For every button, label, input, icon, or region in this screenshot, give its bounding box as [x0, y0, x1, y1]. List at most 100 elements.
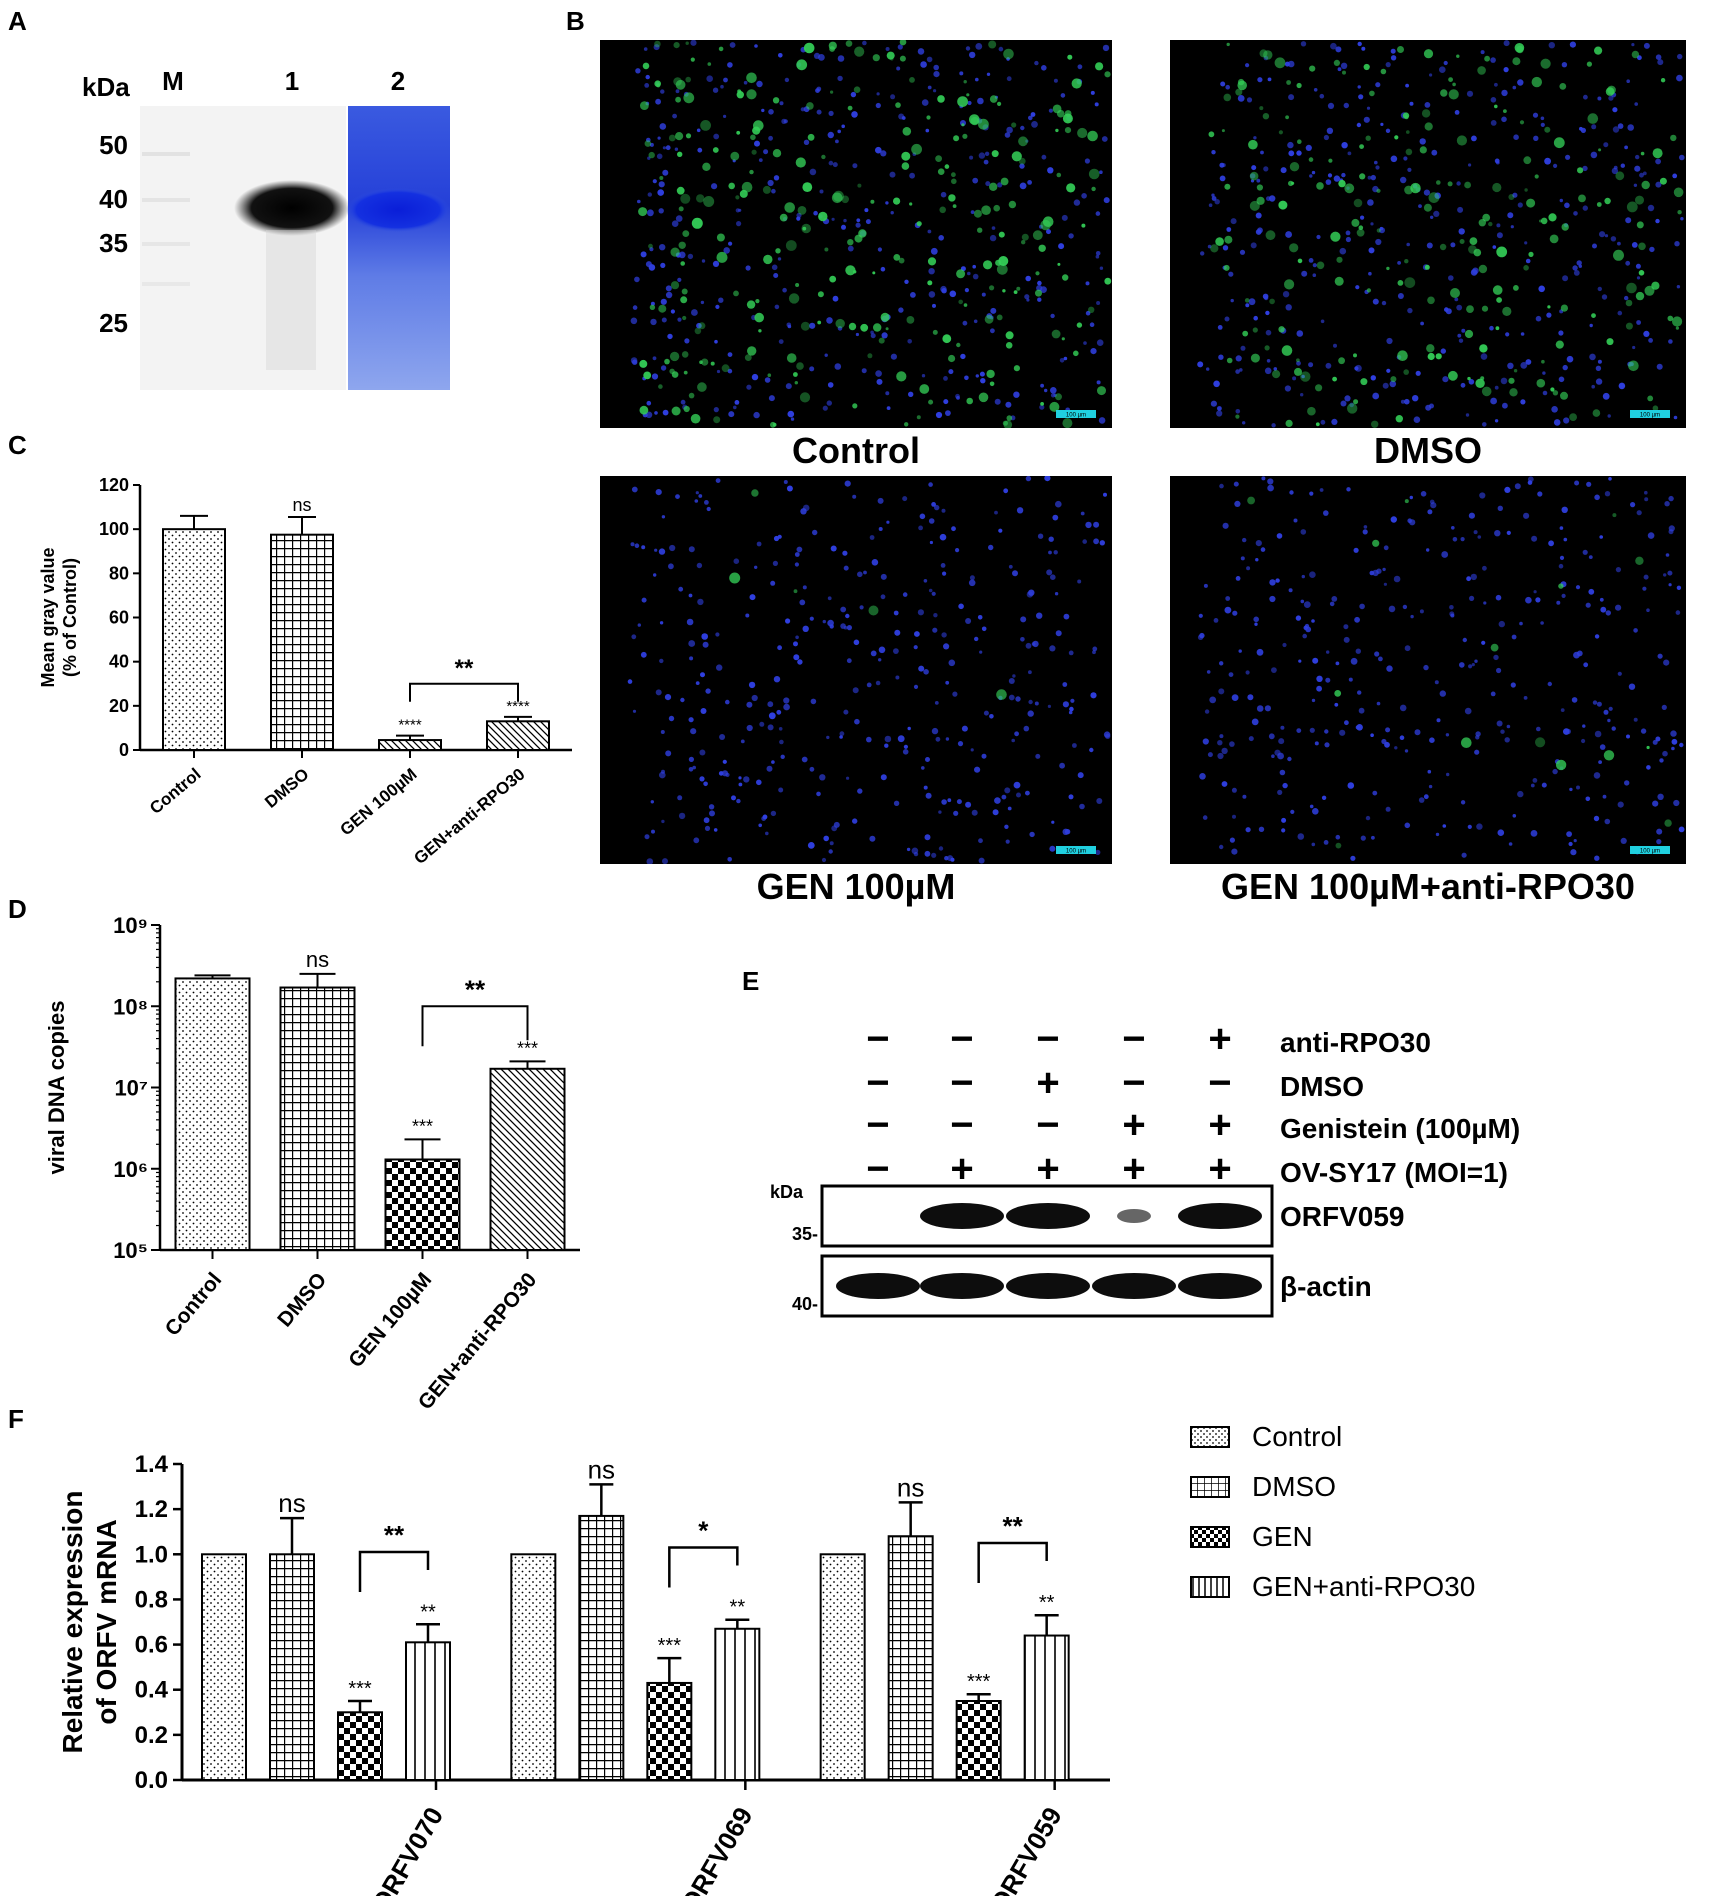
nucleus	[839, 735, 843, 739]
kda-label: kDa	[770, 1182, 804, 1202]
fluorescent-cell	[847, 105, 853, 111]
nucleus	[1267, 478, 1274, 485]
nucleus	[1558, 330, 1564, 336]
nucleus	[1561, 506, 1568, 513]
nucleus	[716, 369, 721, 374]
nucleus	[641, 597, 647, 603]
nucleus	[1229, 837, 1235, 843]
nucleus	[1287, 60, 1295, 68]
nucleus	[1222, 522, 1229, 529]
nucleus	[790, 417, 795, 421]
nucleus	[1036, 612, 1043, 619]
nucleus	[1383, 582, 1387, 586]
nucleus	[826, 735, 830, 740]
nucleus	[1292, 376, 1297, 381]
y-tick-label: 0.0	[135, 1767, 168, 1794]
nucleus	[1634, 165, 1641, 172]
lane1-band	[234, 180, 350, 236]
nucleus	[1480, 353, 1488, 360]
fluorescent-cell	[989, 285, 995, 291]
fluorescent-cell	[845, 265, 856, 276]
nucleus	[772, 560, 778, 566]
nucleus	[1355, 648, 1361, 654]
fluorescent-cell	[1481, 386, 1492, 397]
fluorescent-cell	[1508, 377, 1515, 384]
fluorescent-cell	[1263, 50, 1273, 60]
fluorescent-cell	[1448, 77, 1453, 82]
nucleus	[989, 234, 997, 242]
fluorescent-cell	[906, 316, 915, 324]
fluorescent-cell	[750, 134, 756, 141]
bracket-label: **	[1003, 1511, 1024, 1541]
nucleus	[765, 831, 769, 836]
fluorescent-cell	[1062, 418, 1073, 428]
fluorescent-cell	[1615, 171, 1625, 181]
nucleus	[748, 681, 756, 689]
nucleus	[1354, 366, 1359, 371]
nucleus	[1248, 736, 1254, 742]
nucleus	[1041, 154, 1047, 160]
nucleus	[1253, 136, 1257, 140]
nucleus	[864, 208, 869, 213]
nucleus	[1617, 671, 1622, 676]
fluorescent-cell	[1625, 299, 1633, 307]
orfv059-blot-band	[1006, 1203, 1090, 1229]
nucleus	[1569, 787, 1573, 792]
x-tick-label: ORFV069	[675, 1802, 759, 1896]
fluorescent-cell	[956, 342, 961, 348]
nucleus	[1222, 245, 1229, 251]
significance-bracket	[358, 1550, 430, 1593]
nucleus	[647, 209, 654, 217]
nucleus	[949, 290, 957, 298]
panel-e-western: − − − − + anti-RPO30− − + − − DMSO− − − + + Genistein (…	[770, 1017, 1520, 1318]
nucleus	[1524, 241, 1528, 245]
nucleus	[1070, 698, 1075, 703]
nucleus	[1260, 150, 1264, 155]
nucleus	[1490, 97, 1497, 103]
fluorescent-cell	[1285, 115, 1289, 120]
nucleus	[852, 687, 859, 694]
nucleus	[645, 261, 652, 268]
fluorescent-cell	[1097, 386, 1106, 396]
nucleus	[869, 535, 875, 540]
significance-bracket	[668, 1546, 739, 1588]
nucleus	[1468, 512, 1475, 519]
nucleus	[1631, 242, 1638, 248]
nucleus	[846, 625, 852, 631]
nucleus	[932, 627, 938, 633]
nucleus	[1382, 382, 1389, 389]
fluorescent-cell	[885, 327, 889, 331]
nucleus	[675, 215, 683, 222]
fluorescent-cell	[1591, 313, 1596, 318]
nucleus	[1482, 422, 1487, 427]
nucleus	[1323, 510, 1329, 516]
nucleus	[729, 42, 736, 48]
nucleus	[1256, 705, 1264, 712]
nucleus	[938, 810, 942, 814]
fluorescent-cell	[772, 149, 782, 158]
fluorescent-cell	[829, 275, 837, 283]
nucleus	[1198, 613, 1203, 618]
scale-bar-label: 100 µm	[1066, 849, 1086, 855]
nucleus	[1267, 77, 1272, 82]
nucleus	[870, 330, 874, 335]
fluorescent-cell	[1369, 90, 1375, 97]
nucleus	[700, 672, 705, 678]
nucleus	[1399, 735, 1405, 740]
actin-blot-band	[1092, 1273, 1176, 1299]
nucleus	[1635, 263, 1641, 269]
nucleus	[783, 119, 788, 124]
nucleus	[1028, 115, 1033, 121]
significance-bracket	[409, 682, 519, 702]
fluorescent-cell	[1237, 80, 1247, 91]
nucleus	[1276, 533, 1283, 539]
fluorescent-cell	[1002, 289, 1006, 293]
nucleus	[677, 277, 682, 282]
nucleus	[1358, 707, 1365, 714]
fluorescent-cell	[1635, 556, 1644, 565]
fluorescent-cell	[1223, 264, 1230, 271]
nucleus	[824, 353, 828, 357]
nucleus	[1248, 298, 1256, 306]
nucleus	[847, 245, 854, 252]
nucleus	[1388, 605, 1396, 613]
